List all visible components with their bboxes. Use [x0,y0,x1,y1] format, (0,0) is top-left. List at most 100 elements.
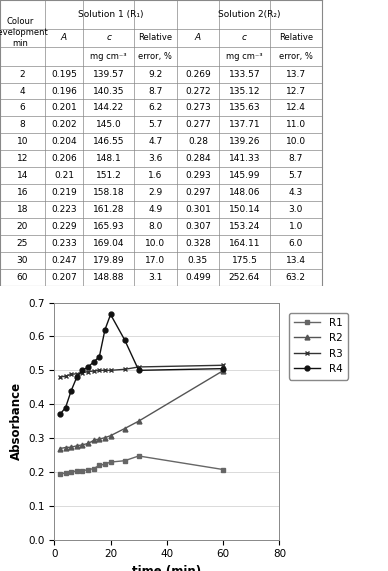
Text: 12.7: 12.7 [286,87,306,95]
Text: 0.204: 0.204 [51,137,77,146]
Text: 148.88: 148.88 [93,272,125,282]
Text: 8.7: 8.7 [289,154,303,163]
R2 [122,425,127,432]
Text: 3.0: 3.0 [289,205,303,214]
R3 [103,367,107,374]
Text: error, %: error, % [138,52,172,61]
Text: 150.14: 150.14 [229,205,260,214]
R2 [97,436,102,443]
R2 [69,444,74,451]
Text: 0.284: 0.284 [185,154,211,163]
Text: Solution 2(R₂): Solution 2(R₂) [218,10,281,19]
Text: 0.293: 0.293 [185,171,211,180]
Text: 3.6: 3.6 [148,154,163,163]
Text: 2.9: 2.9 [148,188,162,197]
Text: 161.28: 161.28 [93,205,125,214]
Text: c: c [242,33,247,42]
R3 [221,362,225,369]
Text: Relative: Relative [138,33,172,42]
Text: 148.1: 148.1 [96,154,121,163]
R3 [92,368,96,375]
R1 [69,468,74,475]
R4 [86,364,90,371]
Text: 0.201: 0.201 [51,103,77,112]
Text: 139.57: 139.57 [93,70,125,79]
Text: 165.93: 165.93 [93,222,125,231]
Line: R2: R2 [57,368,225,451]
Text: 0.297: 0.297 [185,188,211,197]
R4 [80,367,85,374]
R4 [97,353,102,360]
Text: 146.55: 146.55 [93,137,125,146]
R2 [80,441,85,448]
Text: 169.04: 169.04 [93,239,125,248]
Text: 30: 30 [17,256,28,264]
Text: 0.28: 0.28 [188,137,208,146]
R1 [108,459,113,465]
Text: 8: 8 [19,120,25,130]
Text: 252.64: 252.64 [229,272,260,282]
Text: 0.307: 0.307 [185,222,211,231]
R4 [58,411,62,418]
R3 [86,368,90,375]
Text: 12.4: 12.4 [286,103,306,112]
R3 [80,369,85,376]
Text: 17.0: 17.0 [145,256,165,264]
R2 [137,418,141,425]
Text: 0.223: 0.223 [51,205,77,214]
Text: 0.272: 0.272 [185,87,211,95]
Text: A: A [195,33,201,42]
Text: 63.2: 63.2 [286,272,306,282]
Text: 1.6: 1.6 [148,171,163,180]
Text: 3.1: 3.1 [148,272,163,282]
R4 [92,359,96,365]
Legend: R1, R2, R3, R4: R1, R2, R3, R4 [289,312,348,380]
Text: 10.0: 10.0 [145,239,165,248]
R4 [122,336,127,343]
Text: mg cm⁻³: mg cm⁻³ [226,52,263,61]
Text: 158.18: 158.18 [93,188,125,197]
Text: 140.35: 140.35 [93,87,125,95]
Text: 13.7: 13.7 [286,70,306,79]
Text: 6.0: 6.0 [289,239,303,248]
Text: 5.7: 5.7 [289,171,303,180]
Text: 179.89: 179.89 [93,256,125,264]
Text: 0.499: 0.499 [185,272,211,282]
Text: 0.206: 0.206 [51,154,77,163]
R3 [58,373,62,380]
Text: 0.219: 0.219 [51,188,77,197]
Text: Solution 1 (R₁): Solution 1 (R₁) [78,10,143,19]
Text: 151.2: 151.2 [96,171,121,180]
Text: Colour
development
min: Colour development min [0,17,48,49]
Text: 0.233: 0.233 [51,239,77,248]
Text: 148.06: 148.06 [229,188,260,197]
R4 [137,367,141,374]
R2 [221,367,225,374]
Text: 0.269: 0.269 [185,70,211,79]
Text: 145.0: 145.0 [96,120,121,130]
R3 [74,370,79,377]
Text: 135.63: 135.63 [229,103,260,112]
R4 [63,404,68,411]
Text: 0.328: 0.328 [185,239,211,248]
Text: mg cm⁻³: mg cm⁻³ [90,52,127,61]
R1 [97,462,102,469]
Text: 175.5: 175.5 [232,256,257,264]
R3 [122,366,127,373]
X-axis label: time (min): time (min) [132,565,201,571]
Text: 153.24: 153.24 [229,222,260,231]
Text: 20: 20 [17,222,28,231]
Text: 16: 16 [17,188,28,197]
Text: 0.247: 0.247 [51,256,77,264]
R2 [63,444,68,451]
R1 [74,468,79,475]
R4 [69,387,74,394]
Text: 0.21: 0.21 [54,171,74,180]
Text: 10: 10 [17,137,28,146]
R1 [63,470,68,477]
Text: 0.196: 0.196 [51,87,77,95]
Text: 4.3: 4.3 [289,188,303,197]
R1 [92,465,96,472]
Text: 0.277: 0.277 [185,120,211,130]
Text: 0.301: 0.301 [185,205,211,214]
